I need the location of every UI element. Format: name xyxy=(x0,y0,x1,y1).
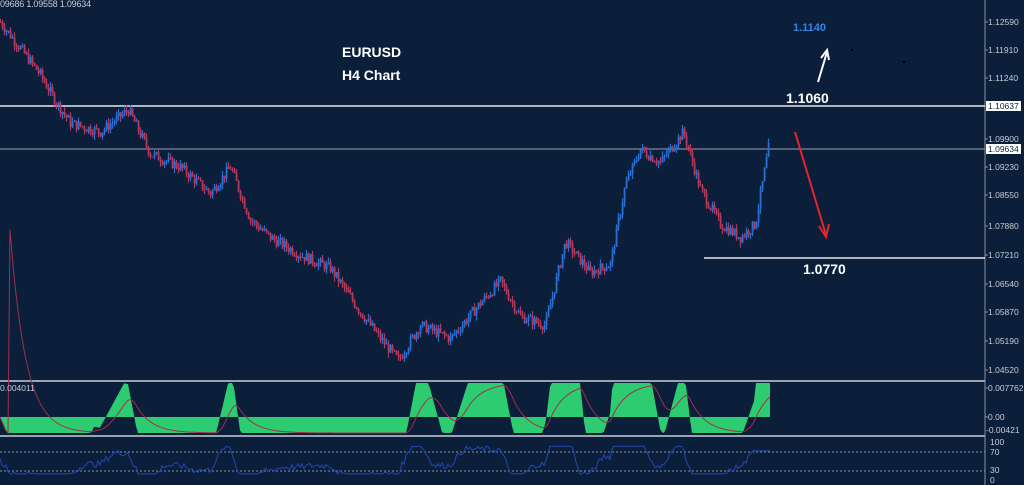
axis-ticks xyxy=(985,21,988,418)
rsi-line xyxy=(0,445,770,475)
up-arrow-icon xyxy=(817,47,830,83)
resistance-label: 1.1060 xyxy=(786,90,829,106)
price-tick: 1.05870 xyxy=(988,307,1019,317)
price-tick: 1.06540 xyxy=(988,279,1019,289)
price-tick: 1.08550 xyxy=(988,190,1019,200)
macd-axis-min: -0.00421 xyxy=(986,425,1020,435)
price-tick: 1.05190 xyxy=(988,336,1019,346)
resistance-price-tag: 1.10637 xyxy=(986,101,1021,111)
price-tick: 1.04520 xyxy=(988,365,1019,375)
price-tick: 1.12590 xyxy=(988,17,1019,27)
price-tick: 1.11910 xyxy=(988,45,1019,55)
candlestick-series xyxy=(0,19,770,363)
marker-dot xyxy=(903,61,905,63)
current-price-tag: 1.09634 xyxy=(986,144,1021,154)
macd-indicator xyxy=(0,229,771,435)
macd-value: 0.004011 xyxy=(0,383,35,393)
macd-axis-zero: 0.00 xyxy=(988,412,1005,422)
macd-axis-max: 0.007762 xyxy=(988,383,1024,393)
symbol-title: EURUSD xyxy=(342,44,402,60)
timeframe-title: H4 Chart xyxy=(342,67,401,83)
down-arrow-icon xyxy=(794,131,830,240)
rsi-axis-0: 0 xyxy=(990,475,995,485)
rsi-axis-30: 30 xyxy=(990,465,1000,475)
marker-dot xyxy=(851,49,853,51)
price-tick: 1.07880 xyxy=(988,221,1019,231)
price-tick: 1.11240 xyxy=(988,73,1019,83)
target-up-label: 1.1140 xyxy=(793,22,827,34)
rsi-axis-70: 70 xyxy=(990,447,1000,457)
rsi-axis-100: 100 xyxy=(990,437,1005,447)
price-tick: 1.09900 xyxy=(988,134,1019,144)
support-label: 1.0770 xyxy=(803,261,846,277)
price-tick: 1.07210 xyxy=(988,250,1019,260)
ohlc-readout: 09686 1.09558 1.09634 xyxy=(0,0,91,9)
price-tick: 1.09230 xyxy=(988,162,1019,172)
